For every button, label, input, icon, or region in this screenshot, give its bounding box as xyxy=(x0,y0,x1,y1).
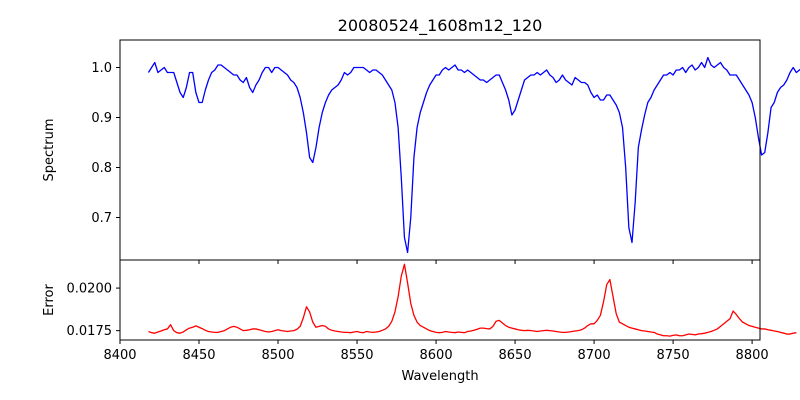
x-tick-label: 8450 xyxy=(182,348,215,363)
spectrum-y-tick-label: 1.0 xyxy=(91,61,112,76)
x-tick-label: 8750 xyxy=(657,348,690,363)
x-tick-label: 8600 xyxy=(420,348,453,363)
chart-title: 20080524_1608m12_120 xyxy=(338,16,543,36)
error-y-tick-label: 0.0175 xyxy=(67,324,113,339)
spectrum-y-tick-label: 0.8 xyxy=(91,161,112,176)
x-tick-label: 8500 xyxy=(261,348,294,363)
chart-panels: 0.7 0.8 0.9 1.0 0.0175 0.0200 8400 8450 8500 8550… xyxy=(67,39,800,363)
x-tick-label: 8400 xyxy=(103,348,136,363)
x-tick-label: 8550 xyxy=(340,348,373,363)
error-series-line xyxy=(148,263,797,337)
x-tick-label: 8650 xyxy=(499,348,532,363)
error-plot-frame xyxy=(119,259,761,341)
spectrum-y-axis-title: Spectrum xyxy=(42,119,57,182)
error-y-axis-title: Error xyxy=(42,284,57,316)
error-y-tick-label: 0.0200 xyxy=(67,282,113,297)
spectrum-y-tick-label: 0.7 xyxy=(91,211,112,226)
error-panel: 0.0175 0.0200 8400 8450 8500 8550 8600 8650 8700… xyxy=(67,259,797,363)
spectrum-series-line xyxy=(147,56,800,254)
x-tick-label: 8800 xyxy=(736,348,769,363)
x-axis-title: Wavelength xyxy=(401,369,478,384)
spectrum-y-tick-label: 0.9 xyxy=(91,111,112,126)
x-tick-label: 8700 xyxy=(578,348,611,363)
spectrum-panel: 0.7 0.8 0.9 1.0 xyxy=(91,39,800,264)
